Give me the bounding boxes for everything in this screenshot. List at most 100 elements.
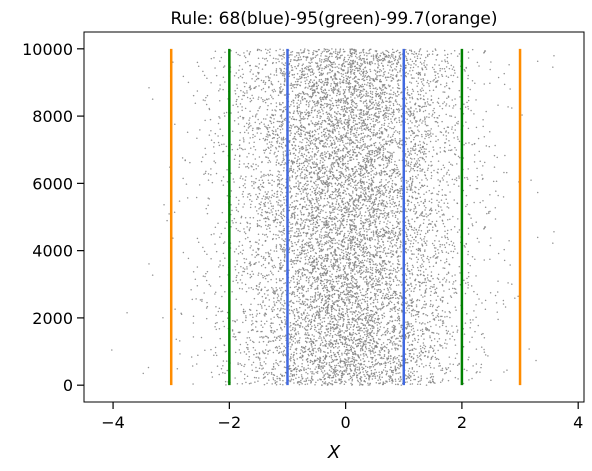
scatter-point bbox=[273, 336, 276, 338]
scatter-point bbox=[262, 351, 265, 354]
scatter-point bbox=[301, 271, 304, 274]
scatter-point bbox=[300, 219, 303, 221]
scatter-point bbox=[372, 231, 375, 234]
scatter-point bbox=[306, 383, 309, 385]
scatter-point bbox=[298, 317, 300, 320]
scatter-point bbox=[362, 227, 365, 230]
scatter-point bbox=[345, 299, 348, 301]
scatter-point bbox=[362, 221, 365, 224]
scatter-point bbox=[325, 328, 328, 330]
scatter-point bbox=[308, 350, 311, 353]
scatter-point bbox=[326, 278, 328, 281]
scatter-point bbox=[454, 344, 457, 346]
scatter-point bbox=[418, 352, 421, 354]
scatter-point bbox=[311, 346, 313, 348]
scatter-point bbox=[262, 340, 265, 343]
scatter-point bbox=[369, 255, 371, 257]
scatter-point bbox=[333, 373, 336, 375]
scatter-point bbox=[322, 289, 325, 292]
scatter-point bbox=[351, 276, 354, 278]
scatter-point bbox=[281, 238, 283, 240]
scatter-point bbox=[370, 231, 373, 233]
scatter-point bbox=[395, 337, 398, 340]
scatter-point bbox=[308, 219, 310, 221]
scatter-point bbox=[326, 301, 328, 303]
scatter-point bbox=[351, 240, 353, 242]
scatter-point bbox=[339, 232, 341, 235]
scatter-point bbox=[253, 341, 255, 344]
scatter-point bbox=[316, 313, 318, 316]
scatter-point bbox=[288, 281, 291, 284]
scatter-point bbox=[309, 247, 312, 249]
scatter-point bbox=[293, 262, 296, 265]
scatter-point bbox=[346, 258, 349, 260]
scatter-point bbox=[376, 229, 379, 231]
scatter-point bbox=[429, 287, 431, 290]
scatter-point bbox=[320, 349, 322, 352]
scatter-point bbox=[419, 265, 422, 267]
scatter-point bbox=[398, 319, 401, 322]
scatter-point bbox=[508, 240, 510, 242]
scatter-point bbox=[282, 354, 285, 357]
scatter-point bbox=[329, 343, 331, 345]
scatter-point bbox=[422, 254, 424, 256]
scatter-point bbox=[249, 276, 252, 279]
scatter-point bbox=[388, 269, 391, 271]
scatter-point bbox=[313, 259, 316, 261]
scatter-point bbox=[383, 221, 385, 223]
scatter-point bbox=[436, 315, 439, 317]
scatter-point bbox=[348, 339, 350, 341]
scatter-point bbox=[441, 283, 444, 286]
scatter-point bbox=[429, 380, 431, 382]
scatter-point bbox=[351, 317, 354, 319]
scatter-point bbox=[278, 221, 281, 223]
scatter-point bbox=[502, 299, 505, 302]
scatter-point bbox=[329, 326, 332, 328]
scatter-point bbox=[368, 316, 371, 319]
scatter-point bbox=[306, 329, 309, 331]
scatter-point bbox=[405, 247, 407, 250]
scatter-point bbox=[220, 232, 223, 235]
scatter-point bbox=[280, 266, 282, 269]
scatter-point bbox=[433, 254, 435, 257]
scatter-point bbox=[366, 306, 369, 308]
scatter-point bbox=[303, 347, 306, 349]
scatter-point bbox=[367, 257, 369, 260]
scatter-point bbox=[380, 307, 382, 310]
scatter-point bbox=[353, 277, 356, 280]
scatter-point bbox=[336, 229, 339, 231]
scatter-point bbox=[376, 329, 379, 332]
scatter-point bbox=[428, 259, 430, 261]
scatter-point bbox=[199, 299, 202, 301]
scatter-point bbox=[369, 222, 372, 224]
scatter-point bbox=[311, 354, 313, 356]
scatter-point bbox=[464, 322, 467, 324]
scatter-point bbox=[282, 239, 285, 242]
scatter-point bbox=[347, 290, 350, 292]
scatter-point bbox=[359, 260, 362, 263]
scatter-point bbox=[422, 281, 424, 284]
scatter-point bbox=[390, 269, 392, 271]
scatter-point bbox=[363, 331, 365, 333]
scatter-point bbox=[369, 275, 371, 277]
scatter-point bbox=[371, 335, 373, 338]
scatter-point bbox=[324, 231, 327, 233]
scatter-point bbox=[273, 221, 275, 223]
scatter-point bbox=[419, 247, 421, 250]
scatter-point bbox=[322, 256, 324, 259]
scatter-point bbox=[247, 347, 249, 349]
scatter-point bbox=[330, 259, 332, 261]
scatter-point bbox=[331, 218, 333, 221]
scatter-point bbox=[327, 255, 329, 257]
scatter-point bbox=[255, 352, 258, 355]
scatter-point bbox=[386, 329, 388, 332]
scatter-point bbox=[307, 263, 309, 265]
scatter-point bbox=[397, 237, 400, 239]
scatter-point bbox=[206, 301, 208, 304]
scatter-point bbox=[296, 288, 299, 291]
scatter-point bbox=[266, 382, 268, 385]
scatter-point bbox=[324, 381, 327, 383]
scatter-point bbox=[400, 337, 403, 340]
scatter-point bbox=[328, 294, 331, 296]
scatter-point bbox=[407, 304, 410, 306]
